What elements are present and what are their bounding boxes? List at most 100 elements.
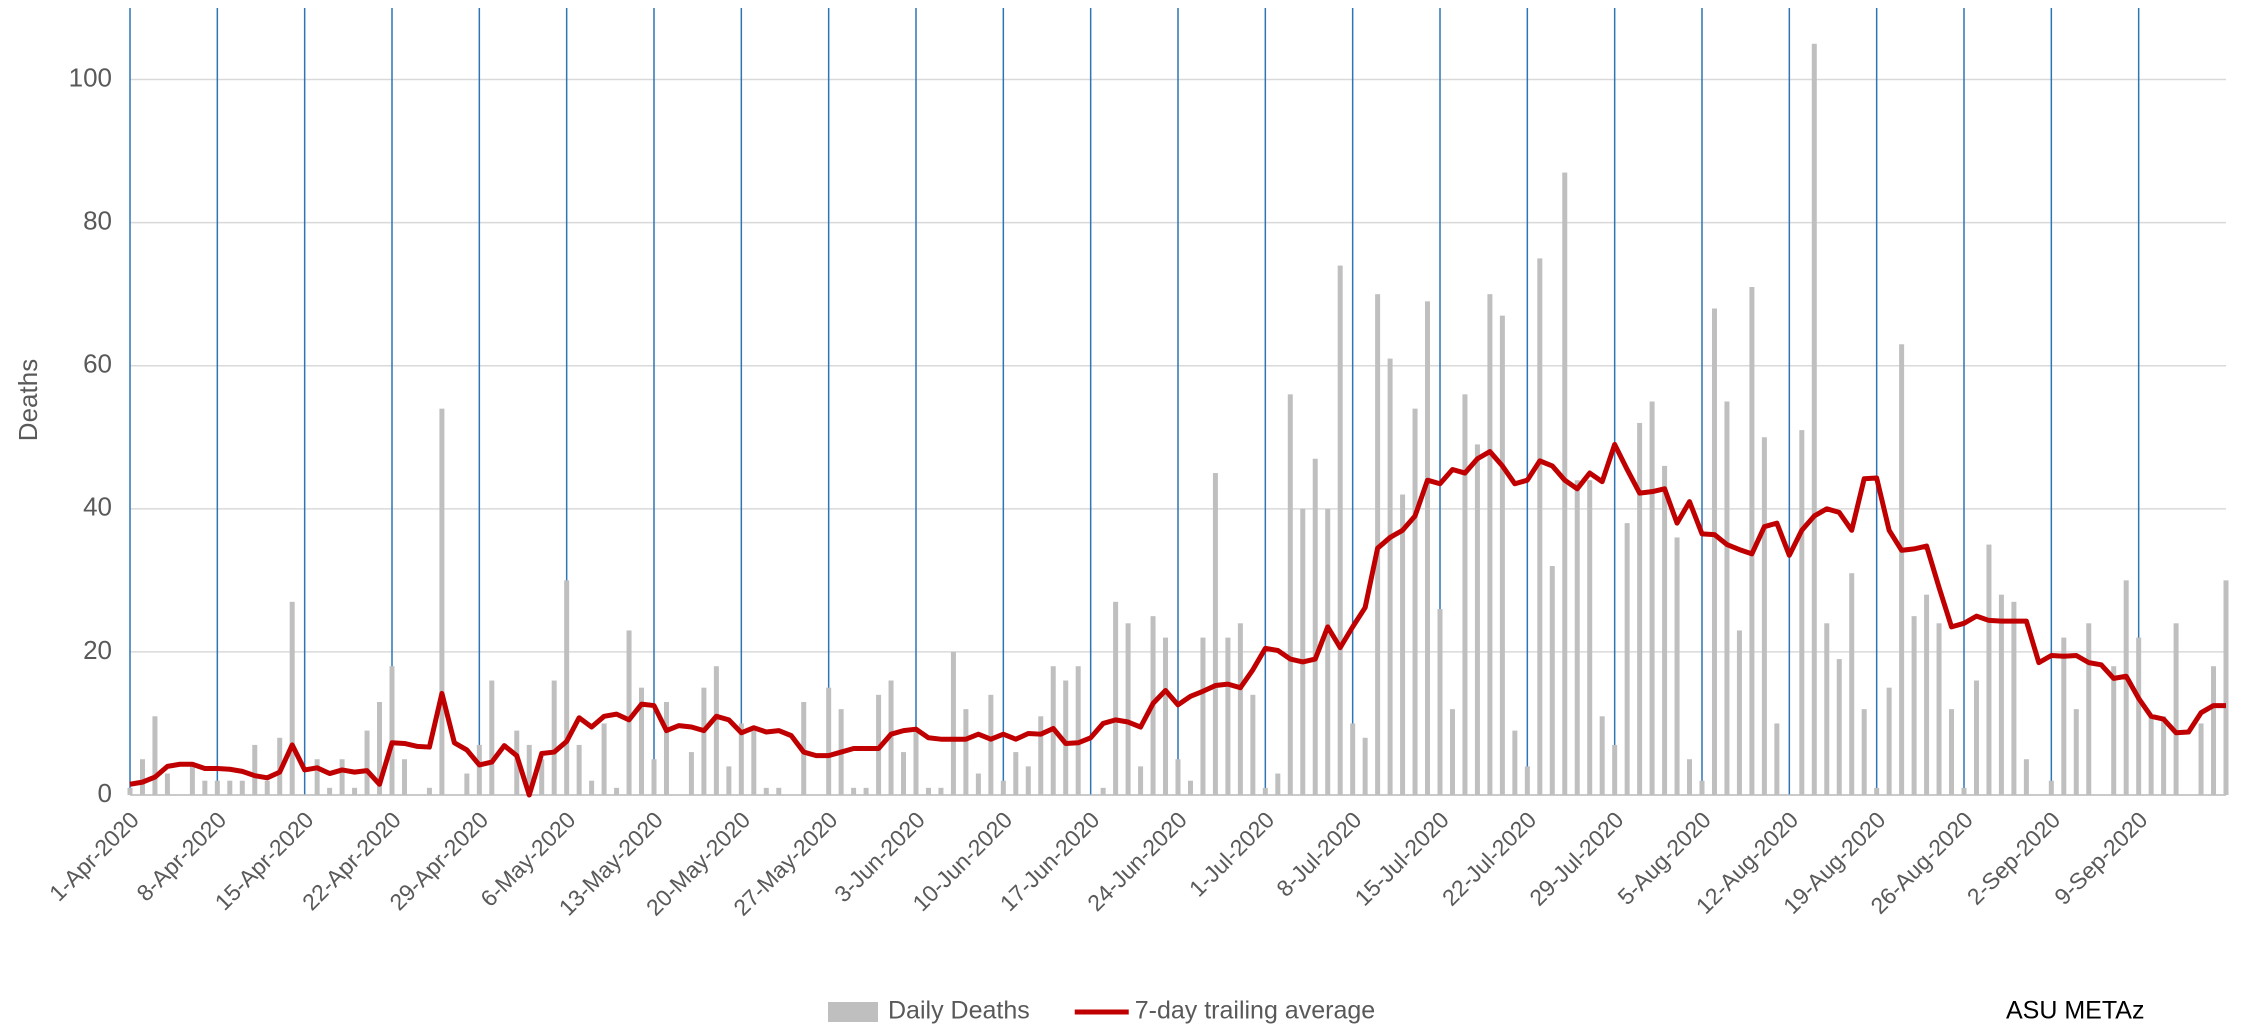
bar	[589, 780, 595, 795]
bar	[1612, 744, 1618, 795]
bar	[738, 723, 744, 795]
bar	[901, 752, 907, 795]
bar	[1637, 422, 1643, 795]
bar	[1936, 623, 1942, 795]
bar	[1300, 508, 1306, 795]
bar	[2223, 580, 2229, 795]
bar	[1711, 308, 1717, 795]
bar	[1849, 573, 1855, 795]
bar	[1986, 544, 1992, 795]
y-tick-label: 0	[98, 778, 112, 808]
bar	[1487, 294, 1493, 795]
bar	[1025, 766, 1031, 795]
bar	[851, 787, 857, 795]
bar	[1387, 358, 1393, 795]
bar	[1874, 787, 1880, 795]
bar	[701, 687, 707, 795]
x-tick-label: 9-Sep-2020	[2049, 806, 2152, 909]
bar	[2123, 580, 2129, 795]
bar	[1125, 623, 1131, 795]
x-tick-label: 22-Jul-2020	[1437, 806, 1541, 910]
bar	[576, 744, 582, 795]
bar	[464, 773, 470, 795]
bar	[564, 580, 570, 795]
bar	[1662, 465, 1668, 795]
bar	[614, 787, 620, 795]
bar	[1474, 444, 1480, 795]
bar	[1350, 723, 1356, 795]
bar	[314, 759, 320, 795]
bar	[713, 666, 719, 795]
bar	[139, 759, 145, 795]
bar	[1537, 258, 1543, 796]
bar	[476, 744, 482, 795]
bar	[1949, 709, 1955, 795]
bar	[1075, 666, 1081, 795]
bar	[863, 787, 869, 795]
bar	[1749, 287, 1755, 795]
bar	[239, 780, 245, 795]
bar	[1699, 780, 1705, 795]
bar	[389, 666, 395, 795]
bar	[1038, 716, 1044, 795]
bar	[988, 694, 994, 795]
bar	[339, 759, 345, 795]
legend-swatch	[828, 1002, 878, 1022]
bar	[1225, 637, 1231, 795]
bar	[1624, 523, 1630, 795]
bar	[152, 716, 158, 795]
bar	[352, 787, 358, 795]
bar	[1524, 766, 1530, 795]
bar	[1462, 394, 1468, 795]
bar	[327, 787, 333, 795]
bar	[1574, 480, 1580, 795]
bar	[1100, 787, 1106, 795]
bar	[1687, 759, 1693, 795]
line	[129, 441, 2226, 798]
bar	[1262, 787, 1268, 795]
bar	[1998, 594, 2004, 795]
bar	[1774, 723, 1780, 795]
bar	[264, 780, 270, 795]
bar	[1449, 709, 1455, 795]
y-tick-label: 20	[83, 635, 112, 665]
bar	[1175, 759, 1181, 795]
bar	[1736, 630, 1742, 795]
bar	[1325, 508, 1331, 795]
bar	[1425, 301, 1431, 795]
bar	[1275, 773, 1281, 795]
bar	[489, 680, 495, 795]
bar	[1437, 608, 1443, 795]
bar	[127, 787, 133, 795]
bar	[763, 787, 769, 795]
bar	[826, 687, 832, 795]
x-tick-label: 8-Jul-2020	[1271, 806, 1366, 901]
bar	[526, 744, 532, 795]
bar	[626, 630, 632, 795]
bar	[913, 730, 919, 795]
bar	[938, 787, 944, 795]
bar	[663, 701, 669, 795]
bar	[1163, 637, 1169, 795]
bar	[601, 723, 607, 795]
bar	[1287, 394, 1293, 795]
bar	[1499, 315, 1505, 795]
bar	[202, 780, 208, 795]
x-tick-label: 15-Jul-2020	[1350, 806, 1454, 910]
y-tick-label: 60	[83, 349, 112, 379]
bar	[439, 408, 445, 795]
bar	[1013, 752, 1019, 795]
bar	[1899, 344, 1905, 795]
bar	[1861, 709, 1867, 795]
bar	[164, 773, 170, 795]
bar	[1187, 780, 1193, 795]
bar	[1337, 265, 1343, 796]
bar	[2011, 601, 2017, 795]
bar	[651, 759, 657, 795]
bar	[289, 601, 295, 795]
bar	[214, 780, 220, 795]
bar	[551, 680, 557, 795]
bar	[364, 730, 370, 795]
bar	[2211, 666, 2217, 795]
